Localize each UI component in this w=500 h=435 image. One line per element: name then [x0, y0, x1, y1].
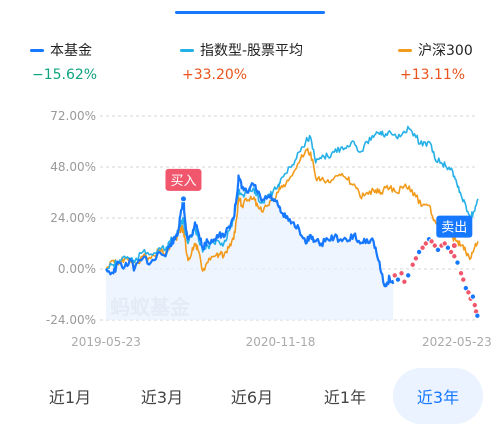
- extension-dot: [441, 240, 448, 247]
- x-tick-label: 2020-11-18: [246, 335, 316, 349]
- y-tick-label: 48.00%: [50, 160, 96, 174]
- marker-badge-1: [436, 215, 473, 238]
- extension-dot: [474, 312, 481, 319]
- csi300-swatch: [398, 48, 412, 52]
- period-1y[interactable]: 近1年: [323, 388, 367, 407]
- fund-area: [106, 175, 394, 320]
- extension-dot: [394, 276, 401, 283]
- extension-dot: [465, 289, 472, 296]
- period-6m[interactable]: 近6月: [230, 388, 274, 407]
- legend-item-csi300: 沪深300 +13.11%: [398, 40, 473, 90]
- legend-csi300-return: +13.11%: [400, 67, 466, 83]
- y-tick-label: 72.00%: [50, 109, 96, 123]
- performance-chart[interactable]: 72.00% 48.00% 24.00% 0.00% -24.00% 2019-05-23…: [0, 100, 500, 360]
- period-3y[interactable]: 近3年: [393, 368, 483, 424]
- extension-dot: [401, 278, 408, 285]
- extension-dot: [398, 270, 405, 277]
- legend-index-avg-name: 指数型-股票平均: [200, 43, 304, 59]
- marker-label-0: 买入: [170, 174, 196, 189]
- y-tick-label: -24.00%: [46, 313, 96, 327]
- x-tick-label: 2022-05-23: [422, 335, 492, 349]
- legend-item-fund: 本基金 −15.62%: [30, 40, 97, 90]
- marker-label-1: 卖出: [441, 221, 467, 236]
- extension-dot: [428, 238, 435, 245]
- extension-dot: [462, 285, 469, 292]
- extension-dot: [469, 293, 476, 300]
- extension-dot: [422, 240, 429, 247]
- extension-dot: [434, 246, 441, 253]
- y-tick-label: 0.00%: [58, 262, 96, 276]
- extension-dot: [391, 272, 398, 279]
- period-1m[interactable]: 近1月: [48, 388, 92, 407]
- tab-indicator: [175, 11, 325, 14]
- x-tick-label: 2019-05-23: [71, 335, 141, 349]
- extension-dot: [460, 276, 467, 283]
- extension-dot: [454, 259, 461, 266]
- extension-dot: [409, 261, 416, 268]
- marker-badge-0: [165, 168, 202, 191]
- extension-dot: [451, 253, 458, 260]
- extension-dot: [419, 244, 426, 251]
- period-selector: 近1月 近3月 近6月 近1年 近3年: [0, 368, 500, 424]
- extension-dot: [416, 248, 423, 255]
- extension-dot: [444, 244, 451, 251]
- legend-fund-return: −15.62%: [32, 67, 98, 83]
- period-3m[interactable]: 近3月: [140, 388, 184, 407]
- legend-item-index-avg: 指数型-股票平均 +33.20%: [180, 40, 303, 90]
- index-avg-swatch: [180, 48, 194, 52]
- extension-dot: [412, 255, 419, 262]
- marker-dot-0: [179, 195, 187, 203]
- extension-dot: [458, 270, 465, 277]
- series-line-0: [105, 174, 395, 288]
- fund-swatch: [30, 48, 44, 52]
- legend-index-avg-return: +33.20%: [182, 67, 248, 83]
- y-tick-label: 24.00%: [50, 211, 96, 225]
- extension-dot: [471, 302, 478, 309]
- legend-fund-name: 本基金: [50, 43, 92, 59]
- extension-dot: [431, 242, 438, 249]
- legend-csi300-name: 沪深300: [418, 43, 473, 59]
- extension-dot: [448, 248, 455, 255]
- marker-dot-1: [450, 242, 458, 250]
- extension-dot: [405, 272, 412, 279]
